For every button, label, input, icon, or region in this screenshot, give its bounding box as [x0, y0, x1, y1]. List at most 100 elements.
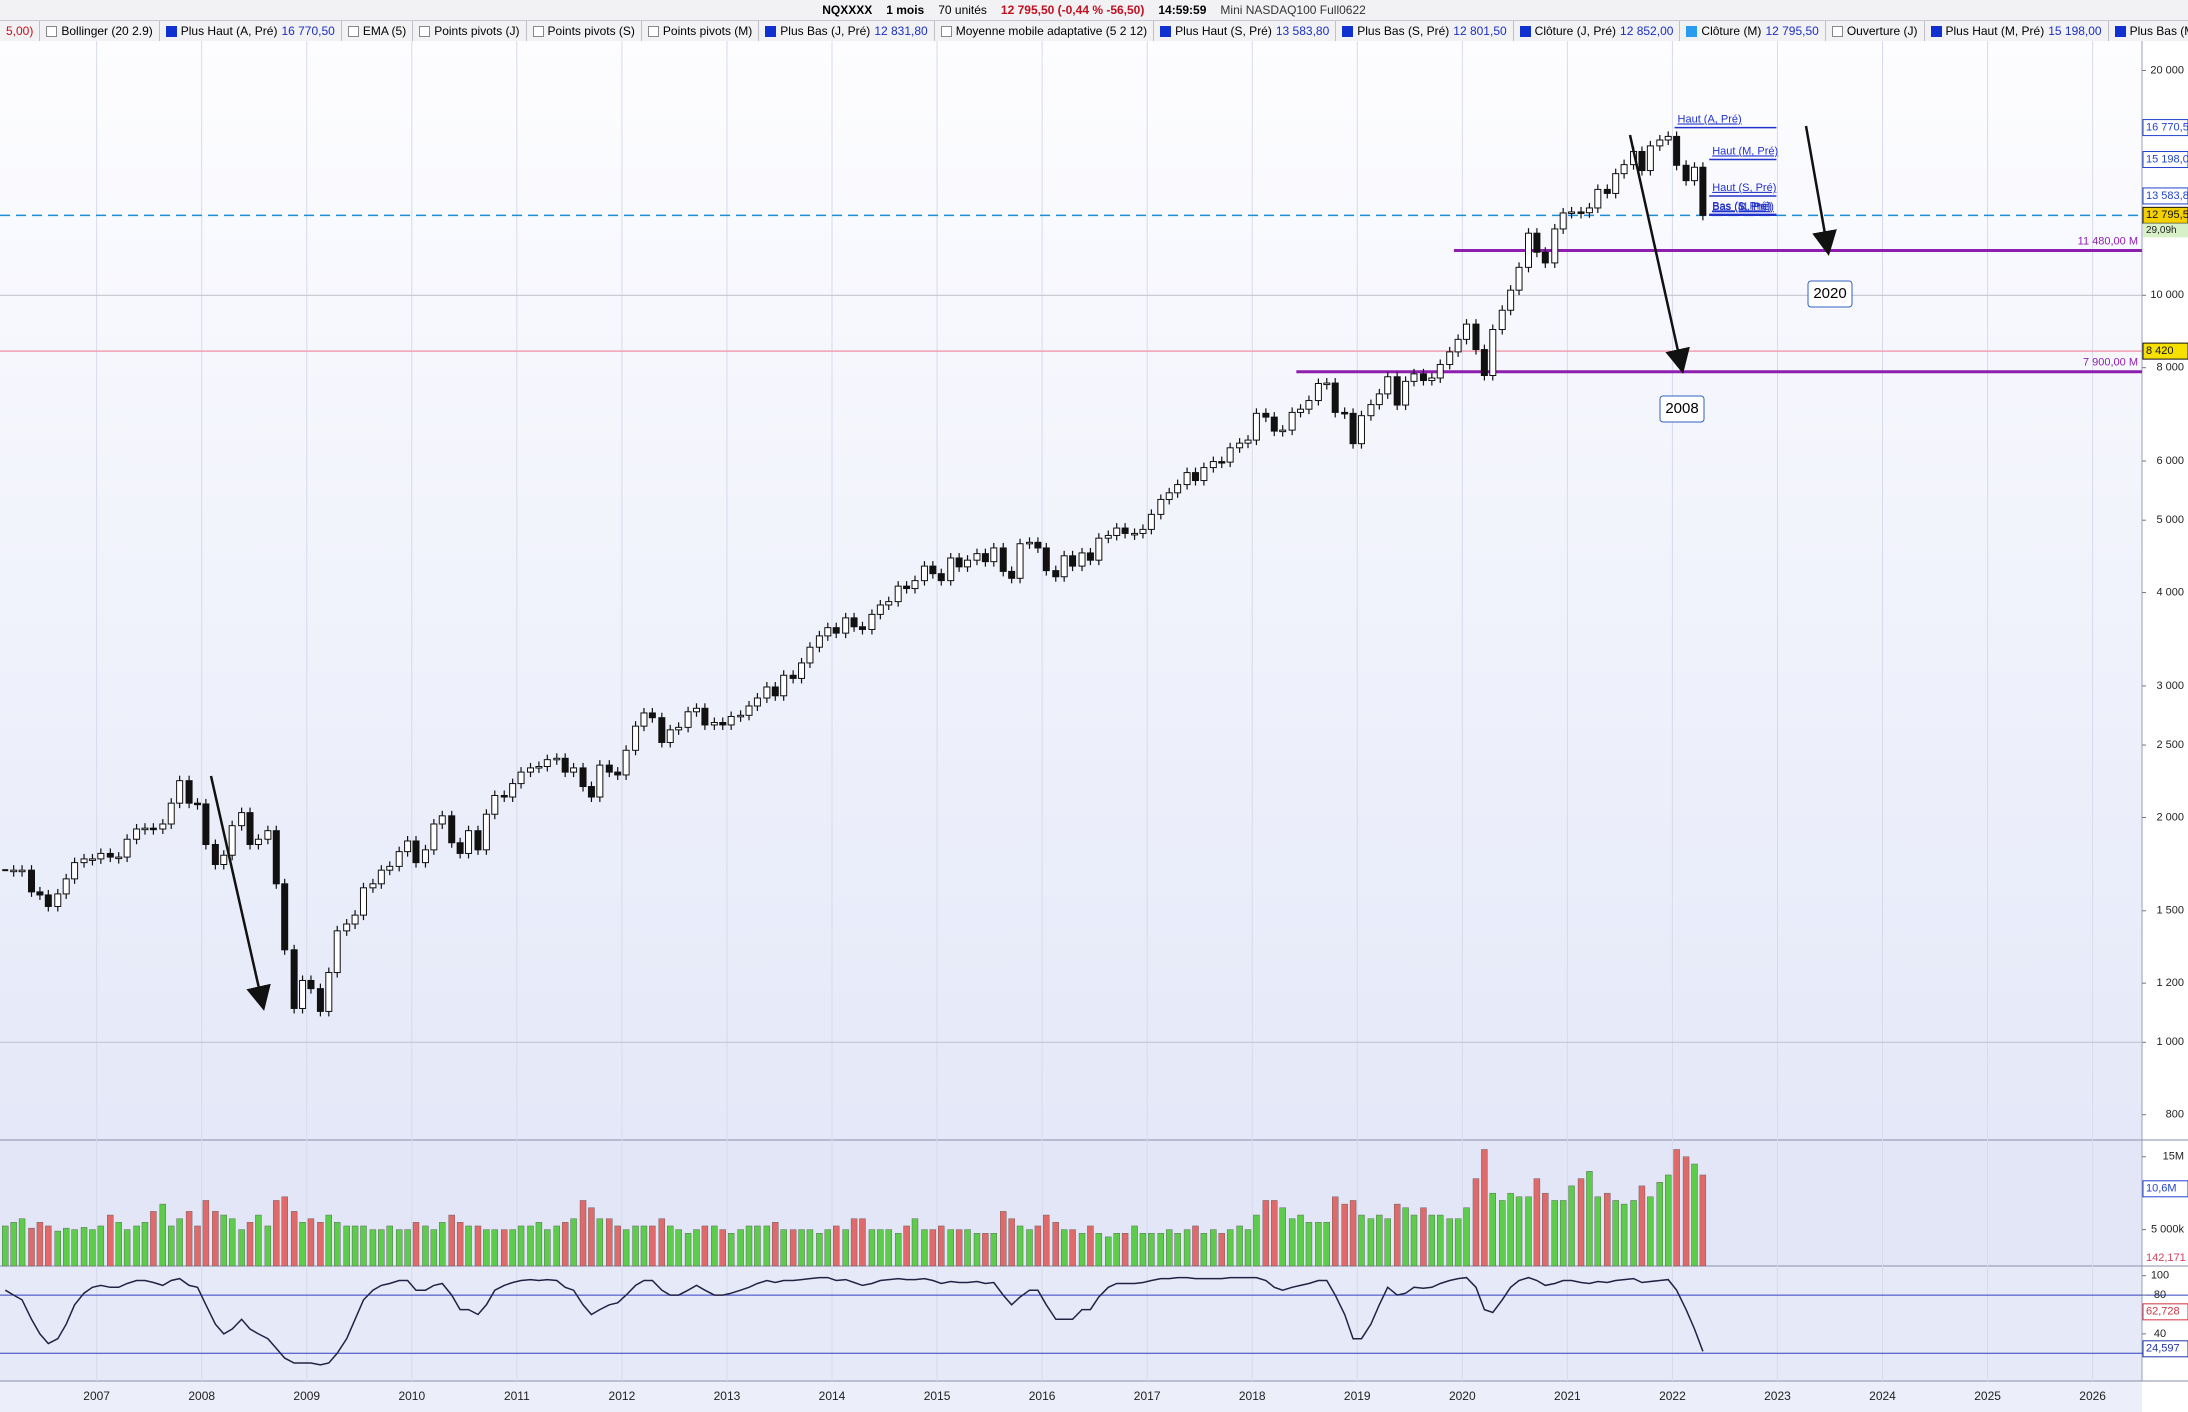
tab[interactable]: Plus Haut (M, Pré) 15 198,00 — [1925, 21, 2109, 41]
units[interactable]: 70 unités — [938, 3, 987, 17]
volume-bar — [1297, 1214, 1304, 1267]
tab[interactable]: EMA (5) — [342, 21, 414, 41]
volume-bar — [877, 1229, 884, 1267]
checkbox[interactable] — [1831, 25, 1843, 37]
candle — [115, 856, 123, 860]
checkbox[interactable] — [1930, 25, 1942, 37]
candle — [1533, 232, 1541, 253]
volume-bar — [1200, 1233, 1208, 1267]
volume-bar — [701, 1225, 709, 1267]
tab[interactable]: Plus Haut (S, Pré) 13 583,80 — [1154, 21, 1337, 41]
volume-bar — [798, 1229, 805, 1267]
tab[interactable]: Clôture (M) 12 795,50 — [1680, 21, 1826, 41]
candle — [386, 865, 394, 871]
tab[interactable]: Plus Bas (J, Pré) 12 831,80 — [759, 21, 935, 41]
candle — [753, 697, 761, 707]
tab[interactable]: Moyenne mobile adaptative (5 2 12) — [935, 21, 1155, 41]
candle — [316, 988, 324, 1012]
candle — [1524, 232, 1532, 268]
tab[interactable]: 5,00) — [0, 21, 41, 41]
candle — [570, 767, 578, 773]
candle — [149, 827, 157, 831]
checkbox[interactable] — [165, 25, 177, 37]
candle — [1656, 139, 1664, 147]
tab[interactable]: Points pivots (J) — [413, 21, 527, 41]
period[interactable]: 1 mois — [886, 3, 925, 17]
checkbox[interactable] — [647, 25, 659, 37]
tab[interactable]: Plus Bas (S, Pré) 12 801,50 — [1336, 21, 1514, 41]
candle — [955, 557, 963, 568]
volume-bar — [1393, 1203, 1401, 1267]
checkbox[interactable] — [1342, 25, 1354, 37]
candle — [1515, 266, 1523, 291]
volume-bar — [307, 1218, 315, 1267]
checkbox[interactable] — [1686, 25, 1698, 37]
candle — [1559, 212, 1567, 230]
volume-bar — [1026, 1229, 1033, 1267]
checkbox[interactable] — [347, 25, 359, 37]
volume-bar — [1183, 1229, 1191, 1267]
checkbox[interactable] — [1160, 25, 1172, 37]
tab[interactable]: Plus Bas (M, Pré)12 801,50 — [2109, 21, 2188, 41]
checkbox[interactable] — [1519, 25, 1531, 37]
checkbox[interactable] — [765, 25, 777, 37]
volume-bar — [1262, 1200, 1270, 1267]
volume-bar — [1139, 1233, 1147, 1267]
candle — [1331, 382, 1339, 413]
candle — [1139, 528, 1147, 534]
volume-bar — [561, 1222, 569, 1267]
candle — [1060, 555, 1068, 578]
volume-bar — [1533, 1178, 1541, 1267]
candle — [1069, 555, 1077, 567]
candle — [622, 749, 630, 776]
candle — [1375, 393, 1383, 406]
candle — [842, 617, 850, 634]
tab[interactable]: Points pivots (S) — [527, 21, 642, 41]
checkbox[interactable] — [532, 25, 544, 37]
candle — [71, 862, 79, 880]
volume-bar — [1481, 1149, 1488, 1267]
candle — [1638, 150, 1646, 172]
checkbox[interactable] — [940, 25, 952, 37]
candle — [947, 557, 955, 582]
y-tick-label: 1 500 — [2156, 905, 2184, 917]
time: 14:59:59 — [1158, 3, 1207, 17]
volume-bar — [1121, 1233, 1129, 1267]
candle — [211, 843, 219, 865]
candle — [1690, 166, 1698, 182]
tab-label: Plus Bas (J, Pré) — [780, 24, 871, 38]
candle — [1664, 135, 1672, 141]
tab[interactable]: Points pivots (M) — [642, 21, 760, 41]
ref-label: Haut (A, Pré) — [1678, 113, 1742, 125]
volume-bar — [1507, 1192, 1514, 1267]
y-tick-label: 40 — [2154, 1328, 2166, 1340]
checkbox[interactable] — [2114, 25, 2126, 37]
checkbox[interactable] — [46, 25, 58, 37]
candle — [325, 972, 333, 1012]
volume-bar — [763, 1225, 771, 1267]
y-tick-label: 1 000 — [2156, 1036, 2184, 1048]
tab[interactable]: Ouverture (J) — [1826, 21, 1925, 41]
tab[interactable]: Plus Haut (A, Pré) 16 770,50 — [160, 21, 342, 41]
axis-marker — [2142, 1180, 2188, 1198]
volume-bar — [1384, 1218, 1391, 1267]
tab-label: Plus Haut (A, Pré) — [180, 24, 278, 38]
tab-label: Plus Bas (M, Pré) — [2129, 24, 2188, 38]
candle — [80, 858, 88, 864]
candle — [543, 759, 551, 768]
volume-bar — [579, 1200, 587, 1267]
volume-bar — [1279, 1207, 1286, 1267]
volume-bar — [1428, 1214, 1436, 1267]
volume-bar — [89, 1229, 96, 1267]
tab[interactable]: Bollinger (20 2.9) — [40, 21, 160, 41]
symbol[interactable]: NQXXXX — [822, 3, 873, 17]
candle — [1472, 323, 1480, 351]
checkbox[interactable] — [419, 25, 431, 37]
volume-bar — [501, 1229, 508, 1267]
candle — [246, 812, 254, 845]
candle — [981, 553, 989, 563]
tab[interactable]: Clôture (J, Pré) 12 852,00 — [1514, 21, 1681, 41]
volume-bar — [754, 1225, 761, 1267]
volume-bar — [929, 1229, 937, 1267]
y-tick-label: 2 000 — [2156, 811, 2184, 823]
